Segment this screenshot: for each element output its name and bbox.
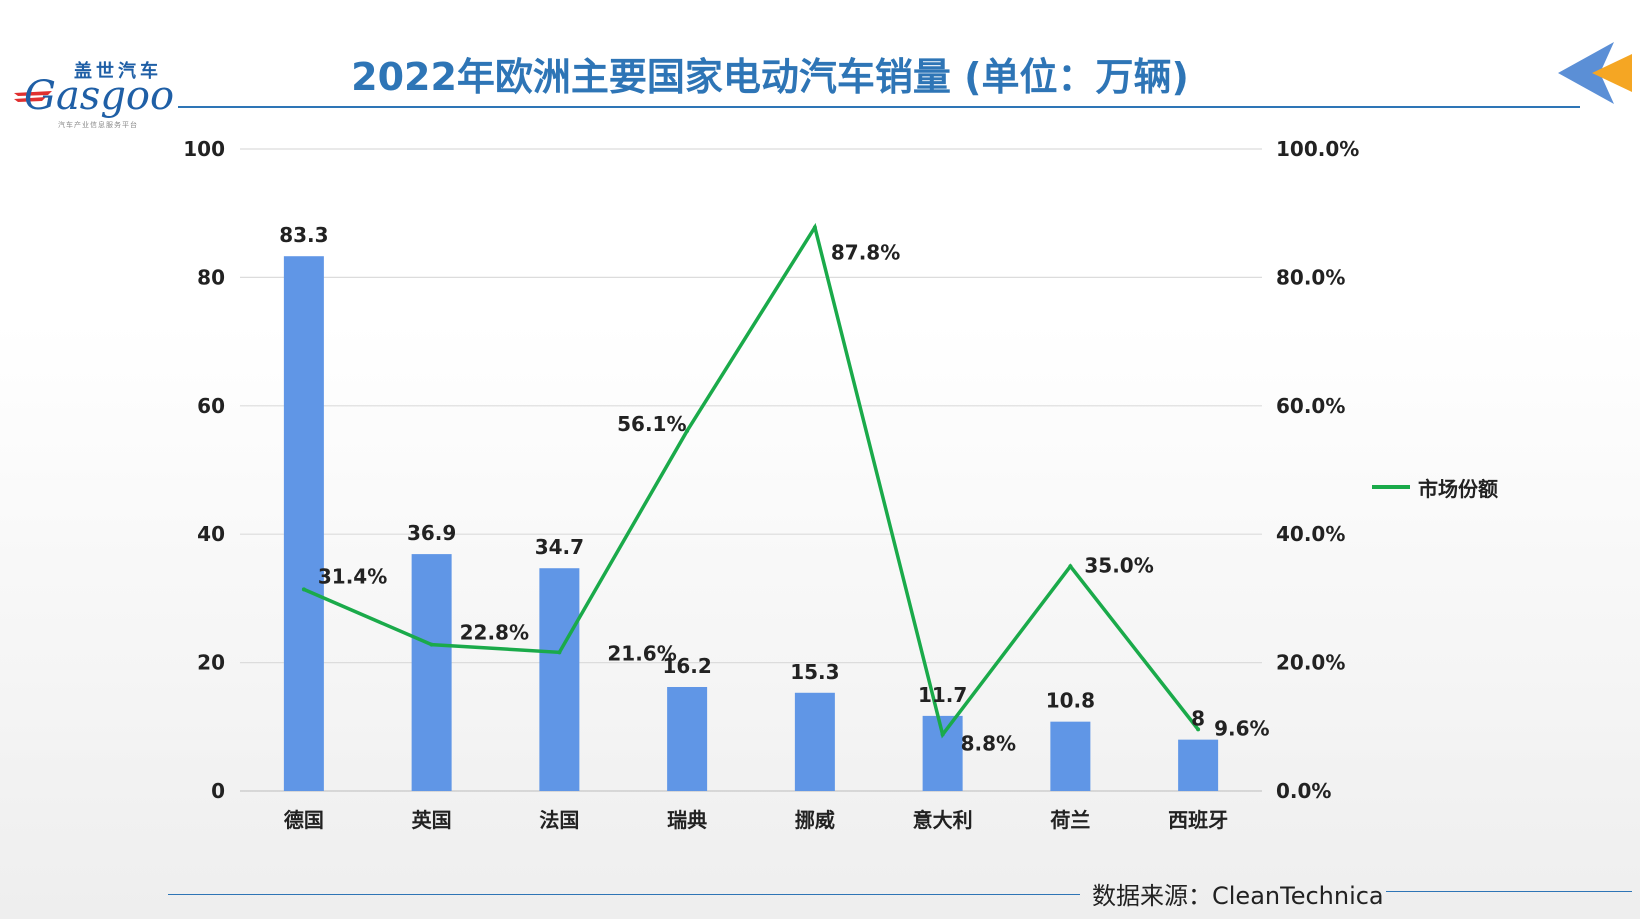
y-tick-label: 0 bbox=[211, 779, 225, 803]
line-value-label: 87.8% bbox=[831, 240, 900, 264]
y2-tick-label: 0.0% bbox=[1276, 779, 1331, 803]
logo-english-name: Gasgoo bbox=[24, 73, 175, 119]
y2-tick-label: 60.0% bbox=[1276, 394, 1345, 418]
bar-value-label: 36.9 bbox=[407, 521, 456, 545]
bar bbox=[539, 568, 580, 791]
y2-tick-label: 40.0% bbox=[1276, 522, 1345, 546]
line-point bbox=[812, 225, 817, 230]
line-series bbox=[301, 222, 1201, 739]
line-value-label: 56.1% bbox=[617, 412, 686, 436]
x-tick-label: 法国 bbox=[539, 808, 579, 832]
chart-legend: 市场份额 bbox=[1372, 474, 1498, 501]
bar bbox=[667, 686, 708, 791]
market-share-line bbox=[303, 222, 1200, 739]
y-tick-label: 100 bbox=[183, 137, 225, 161]
bar-series bbox=[283, 256, 1219, 791]
y-tick-label: 40 bbox=[197, 522, 225, 546]
y2-tick-label: 80.0% bbox=[1276, 265, 1345, 289]
line-value-label: 22.8% bbox=[460, 621, 529, 645]
x-tick-label: 英国 bbox=[412, 808, 452, 832]
y-tick-label: 60 bbox=[197, 394, 225, 418]
bar-value-label: 15.3 bbox=[790, 660, 839, 684]
bar bbox=[1050, 721, 1091, 791]
line-point bbox=[1196, 727, 1201, 732]
line-value-label: 35.0% bbox=[1084, 553, 1153, 577]
line-value-label: 21.6% bbox=[607, 641, 676, 665]
y2-tick-label: 100.0% bbox=[1276, 137, 1359, 161]
line-value-label: 31.4% bbox=[318, 564, 387, 588]
x-tick-label: 瑞典 bbox=[667, 808, 707, 832]
y-tick-label: 80 bbox=[197, 265, 225, 289]
footer-divider-right bbox=[1386, 891, 1632, 892]
bar bbox=[1178, 739, 1219, 791]
bar-value-label: 8 bbox=[1191, 707, 1205, 731]
logo-chinese-name: 盖世汽车 bbox=[74, 61, 162, 82]
line-point bbox=[940, 732, 945, 737]
title-divider bbox=[178, 106, 1580, 108]
logo-swoosh-icon bbox=[14, 91, 52, 102]
x-tick-label: 荷兰 bbox=[1050, 808, 1090, 832]
line-value-label: 9.6% bbox=[1214, 716, 1269, 740]
y2-tick-label: 20.0% bbox=[1276, 651, 1345, 675]
line-point bbox=[1068, 564, 1073, 569]
bar bbox=[411, 554, 452, 791]
logo-tagline: 汽车产业信息服务平台 bbox=[58, 121, 138, 129]
bar-value-label: 83.3 bbox=[279, 223, 328, 247]
bar bbox=[283, 256, 324, 791]
data-source: 数据来源：CleanTechnica bbox=[1092, 882, 1384, 910]
line-point bbox=[557, 650, 562, 655]
x-tick-label: 西班牙 bbox=[1168, 808, 1228, 832]
line-value-label: 8.8% bbox=[961, 732, 1016, 756]
gasgoo-logo: 盖世汽车 Gasgoo 汽车产业信息服务平台 bbox=[10, 55, 185, 130]
corner-arrow-icon bbox=[1558, 42, 1632, 104]
x-tick-label: 德国 bbox=[284, 808, 324, 832]
chart-title: 2022年欧洲主要国家电动汽车销量 (单位：万辆) bbox=[351, 55, 1189, 99]
line-point bbox=[429, 642, 434, 647]
bar bbox=[922, 715, 963, 791]
axis-labels: 0 0.0% 20 20.0% 40 40.0% 60 60.0% 80 80.0% 100 100.… bbox=[183, 137, 1359, 832]
footer-divider-left bbox=[168, 894, 1080, 895]
legend-line-swatch bbox=[1372, 485, 1410, 489]
y-tick-label: 20 bbox=[197, 651, 225, 675]
data-labels: 83.3 36.9 34.7 16.2 15.3 11.7 10.8 8 31.4% 22.8% 2… bbox=[279, 223, 1269, 755]
bar bbox=[794, 692, 835, 791]
x-tick-label: 挪威 bbox=[795, 808, 835, 832]
line-point bbox=[301, 587, 306, 592]
bar-value-label: 11.7 bbox=[918, 683, 967, 707]
legend-label: 市场份额 bbox=[1418, 476, 1498, 501]
bar-value-label: 10.8 bbox=[1046, 689, 1095, 713]
line-point bbox=[685, 428, 690, 433]
bar-value-label: 16.2 bbox=[662, 654, 711, 678]
x-tick-label: 意大利 bbox=[913, 808, 973, 832]
grid-lines bbox=[240, 148, 1262, 792]
bar-value-label: 34.7 bbox=[535, 535, 584, 559]
